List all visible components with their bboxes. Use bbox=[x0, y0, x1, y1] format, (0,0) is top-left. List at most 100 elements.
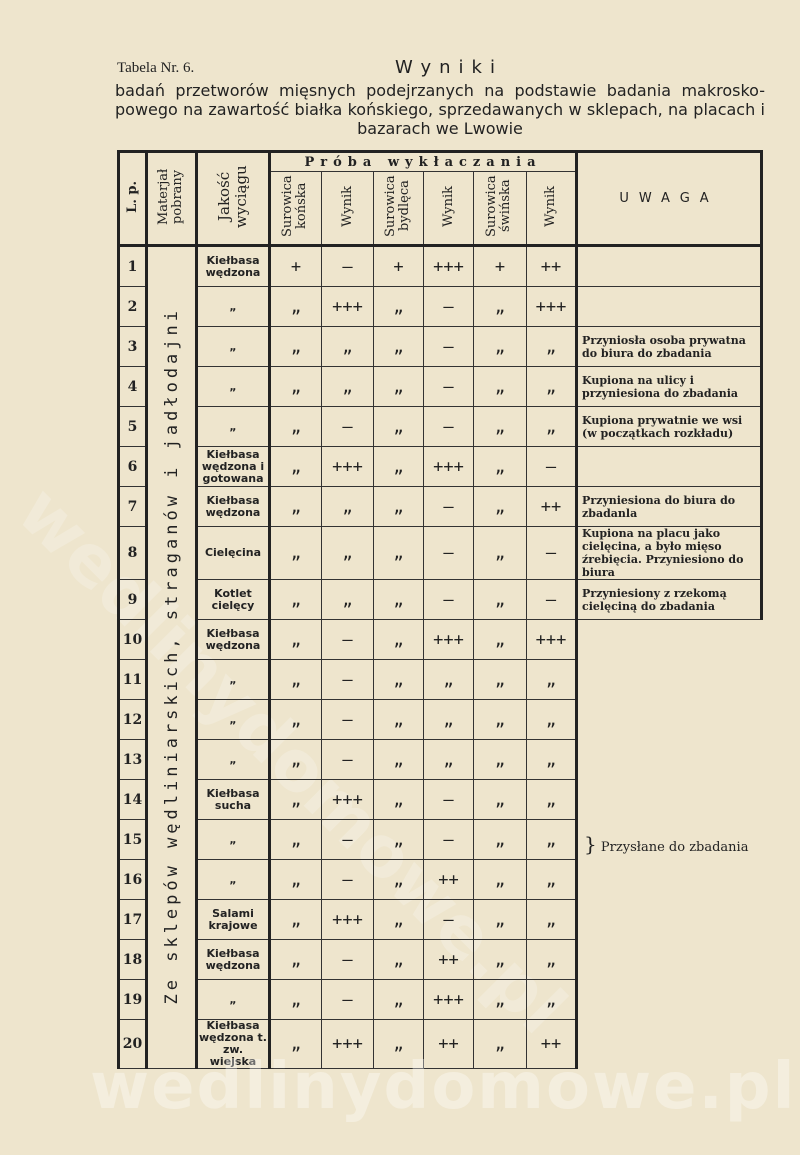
result-cell: „ bbox=[373, 899, 424, 940]
result-cell: — bbox=[321, 979, 374, 1020]
table-row: 2 „ „ +++ „ — „ +++ bbox=[117, 286, 764, 327]
result-cell: „ bbox=[525, 326, 578, 367]
result-cell: — bbox=[423, 579, 474, 620]
result-cell: — bbox=[423, 486, 474, 527]
result-cell: „ bbox=[321, 526, 374, 580]
result-cell: + bbox=[269, 245, 322, 287]
result-cell: „ bbox=[473, 366, 527, 407]
result-cell: „ bbox=[525, 859, 578, 900]
result-cell: „ bbox=[423, 739, 474, 780]
result-cell: „ bbox=[373, 326, 424, 367]
result-cell: +++ bbox=[423, 446, 474, 487]
quality-cell: „ bbox=[196, 699, 271, 740]
table-row: 12 „ „ — „ „ „ „ bbox=[117, 699, 762, 740]
table-row: 8 Cielęcina „ „ „ — „ — Kupiona na placu jako ci… bbox=[117, 526, 764, 580]
result-cell: „ bbox=[525, 819, 578, 860]
result-cell: — bbox=[423, 899, 474, 940]
result-cell: + bbox=[373, 245, 424, 287]
row-number: 13 bbox=[117, 739, 148, 780]
quality-cell: „ bbox=[196, 739, 271, 780]
quality-cell: „ bbox=[196, 366, 271, 407]
result-cell: „ bbox=[473, 446, 527, 487]
row-number: 18 bbox=[117, 939, 148, 980]
result-cell: — bbox=[321, 619, 374, 660]
row-number: 8 bbox=[117, 526, 148, 580]
quality-cell: Kiełbasa wędzona bbox=[196, 245, 271, 287]
result-cell: „ bbox=[473, 939, 527, 980]
col-material: Materjał pobrany bbox=[146, 151, 198, 246]
result-cell: — bbox=[321, 859, 374, 900]
result-cell: +++ bbox=[321, 446, 374, 487]
result-cell: „ bbox=[269, 326, 322, 367]
result-cell: „ bbox=[423, 659, 474, 700]
result-cell: „ bbox=[473, 899, 527, 940]
result-cell: „ bbox=[269, 699, 322, 740]
result-cell: — bbox=[423, 819, 474, 860]
quality-cell: Kiełbasa sucha bbox=[196, 779, 271, 820]
result-cell: „ bbox=[269, 739, 322, 780]
result-cell: ++ bbox=[423, 1019, 474, 1069]
col-surowica-konska: Surowica końska bbox=[269, 171, 322, 246]
table-row: 9 Kotlet cielęcy „ „ „ — „ — Przyniesiony z rzek… bbox=[117, 579, 764, 620]
col-surowica-bydleca: Surowica bydlęca bbox=[373, 171, 424, 246]
row-number: 7 bbox=[117, 486, 148, 527]
col-lp: L. p. bbox=[117, 151, 148, 246]
quality-cell: „ bbox=[196, 979, 271, 1020]
quality-cell: „ bbox=[196, 859, 271, 900]
result-cell: +++ bbox=[525, 619, 578, 660]
remark-brace-cell: } Przysłane do zbadania bbox=[575, 619, 762, 1069]
result-cell: „ bbox=[269, 619, 322, 660]
result-cell: „ bbox=[373, 406, 424, 447]
quality-cell: „ bbox=[196, 326, 271, 367]
row-number: 6 bbox=[117, 446, 148, 487]
result-cell: — bbox=[423, 286, 474, 327]
result-cell: — bbox=[423, 779, 474, 820]
table-row: 5 „ „ — „ — „ „ Kupiona prywatnie we wsi (w pocz… bbox=[117, 406, 764, 447]
result-cell: „ bbox=[269, 659, 322, 700]
result-cell: „ bbox=[373, 579, 424, 620]
row-number: 9 bbox=[117, 579, 148, 620]
result-cell: „ bbox=[373, 446, 424, 487]
result-cell: „ bbox=[473, 619, 527, 660]
result-cell: +++ bbox=[321, 286, 374, 327]
result-cell: „ bbox=[373, 819, 424, 860]
watermark: wedlinydomowe.pl bbox=[90, 1050, 797, 1124]
quality-cell: Kiełbasa wędzona t. zw. wiejska bbox=[196, 1019, 271, 1069]
result-cell: „ bbox=[269, 526, 322, 580]
result-cell: ++ bbox=[423, 859, 474, 900]
col-wynik-1: Wynik bbox=[321, 171, 374, 246]
col-wynik-2: Wynik bbox=[423, 171, 474, 246]
result-cell: ++ bbox=[525, 486, 578, 527]
quality-cell: Salami krajowe bbox=[196, 899, 271, 940]
table-row: 20 Kiełbasa wędzona t. zw. wiejska „ +++ „ ++… bbox=[117, 1019, 762, 1069]
remark-cell: Kupiona prywatnie we wsi (w początkach r… bbox=[575, 406, 764, 447]
result-cell: „ bbox=[525, 366, 578, 407]
result-cell: „ bbox=[473, 286, 527, 327]
result-cell: „ bbox=[269, 779, 322, 820]
remark-cell: Przyniosła osoba prywatna do biura do zb… bbox=[575, 326, 764, 367]
col-wynik-3: Wynik bbox=[525, 171, 578, 246]
row-number: 16 bbox=[117, 859, 148, 900]
row-number: 10 bbox=[117, 619, 148, 660]
result-cell: ++ bbox=[423, 939, 474, 980]
quality-cell: Kotlet cielęcy bbox=[196, 579, 271, 620]
table-row: 15 „ „ — „ — „ „ bbox=[117, 819, 762, 860]
quality-cell: Kiełbasa wędzona bbox=[196, 486, 271, 527]
table-row: 1 Ze sklepów wędliniarskich, straganów i … bbox=[117, 245, 764, 1069]
result-cell: „ bbox=[473, 819, 527, 860]
row-number: 3 bbox=[117, 326, 148, 367]
result-cell: „ bbox=[473, 659, 527, 700]
result-cell: +++ bbox=[321, 1019, 374, 1069]
remark-cell: Przyniesiona do biura do zbadanla bbox=[575, 486, 764, 527]
remark-cell: Przyniesiony z rzekomą cielęciną do zbad… bbox=[575, 579, 764, 620]
material-cell: Ze sklepów wędliniarskich, straganów i j… bbox=[146, 245, 198, 1069]
col-surowica-swinska: Surowica świńska bbox=[473, 171, 527, 246]
table-row: 11 „ „ — „ „ „ „ bbox=[117, 659, 762, 700]
remark-cell bbox=[575, 446, 764, 487]
result-cell: „ bbox=[269, 859, 322, 900]
result-cell: — bbox=[423, 326, 474, 367]
brace-icon: } bbox=[584, 832, 597, 857]
col-group-proba: Próba wykłaczania bbox=[268, 151, 578, 172]
result-cell: +++ bbox=[423, 619, 474, 660]
result-cell: „ bbox=[373, 286, 424, 327]
